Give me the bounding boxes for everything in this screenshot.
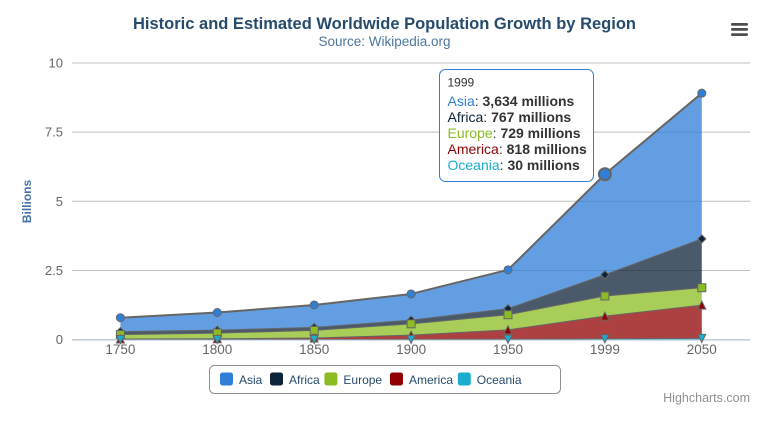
svg-text:1800: 1800 — [202, 342, 232, 357]
svg-text:America: America — [409, 373, 453, 387]
svg-text:1900: 1900 — [396, 342, 426, 357]
svg-text:Europe: 729 millions: Europe: 729 millions — [448, 125, 581, 141]
svg-text:7.5: 7.5 — [45, 125, 63, 140]
svg-text:Historic and Estimated Worldwi: Historic and Estimated Worldwide Populat… — [133, 15, 636, 33]
svg-text:Billions: Billions — [20, 180, 34, 224]
svg-text:1950: 1950 — [493, 342, 523, 357]
svg-text:1999: 1999 — [448, 76, 475, 90]
svg-text:0: 0 — [56, 332, 63, 347]
svg-text:1999: 1999 — [590, 342, 620, 357]
svg-text:Source: Wikipedia.org: Source: Wikipedia.org — [318, 34, 450, 49]
svg-text:Africa: 767 millions: Africa: 767 millions — [448, 109, 572, 125]
svg-text:Europe: Europe — [343, 373, 382, 387]
svg-text:Oceania: 30 millions: Oceania: 30 millions — [448, 157, 581, 173]
svg-text:America: 818 millions: America: 818 millions — [448, 141, 587, 157]
svg-text:Highcharts.com: Highcharts.com — [663, 391, 750, 405]
svg-text:1850: 1850 — [299, 342, 329, 357]
svg-text:1750: 1750 — [105, 342, 135, 357]
svg-text:Oceania: Oceania — [477, 373, 522, 387]
svg-text:2050: 2050 — [687, 342, 717, 357]
svg-text:10: 10 — [49, 56, 63, 71]
svg-text:Asia: 3,634 millions: Asia: 3,634 millions — [448, 93, 575, 109]
svg-text:Africa: Africa — [289, 373, 320, 387]
svg-text:2.5: 2.5 — [45, 263, 63, 278]
svg-text:Asia: Asia — [239, 373, 263, 387]
svg-text:5: 5 — [56, 194, 63, 209]
